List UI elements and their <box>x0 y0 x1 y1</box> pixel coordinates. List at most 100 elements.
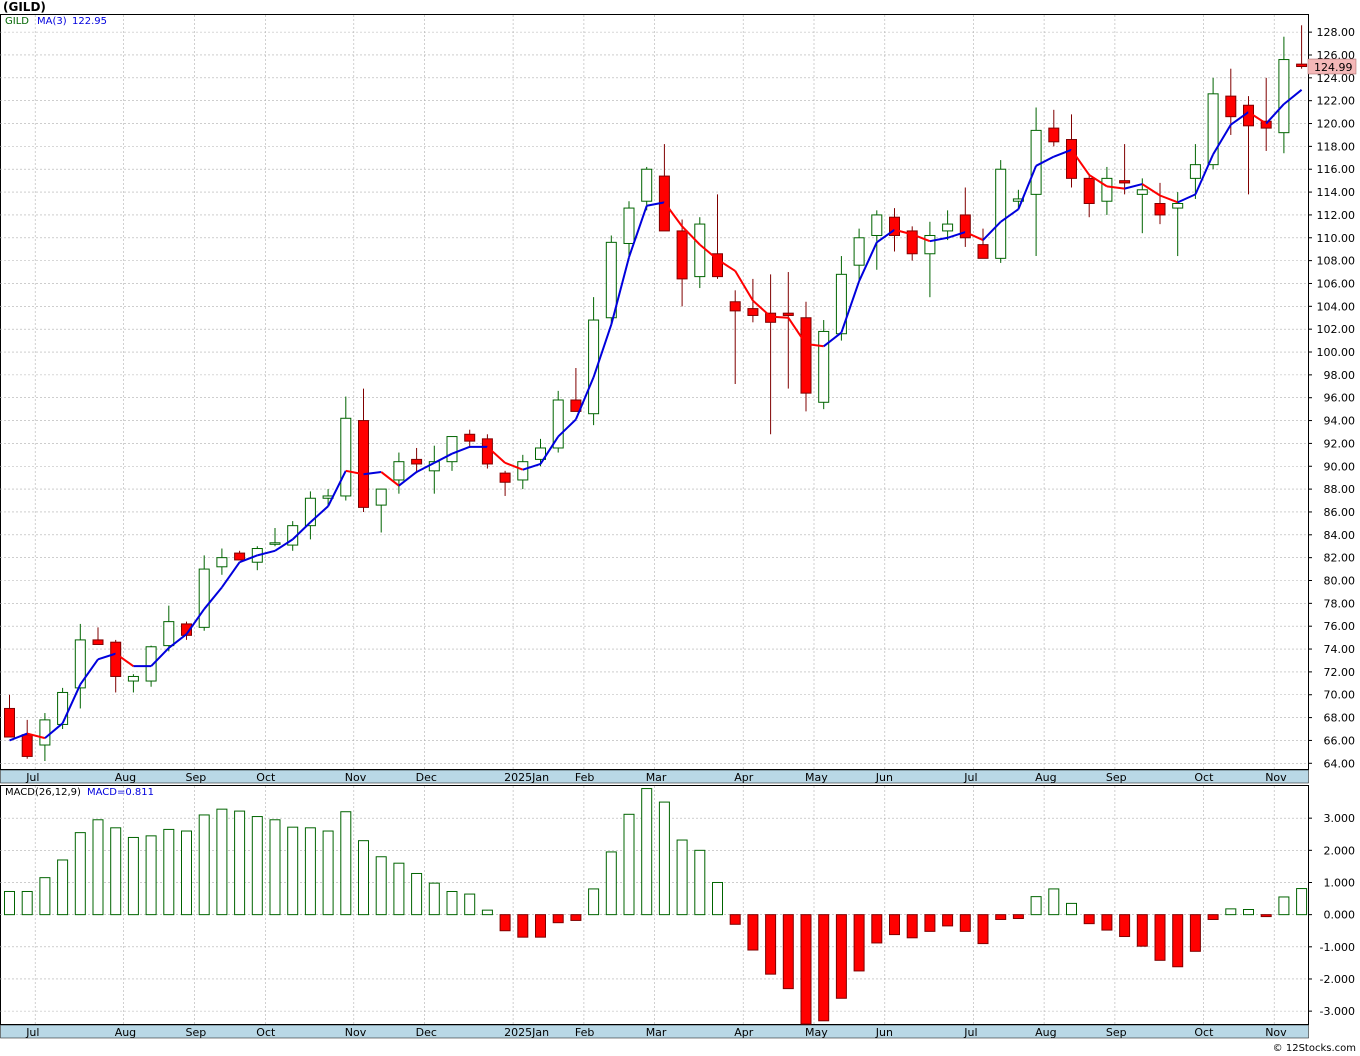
ma-segment <box>663 201 683 227</box>
candle-body <box>959 214 971 239</box>
candle-body <box>853 237 865 266</box>
macd-bar <box>1119 914 1131 938</box>
macd-bar <box>712 881 723 916</box>
ma-segment <box>203 586 223 610</box>
macd-bar <box>570 914 582 921</box>
ma-segment <box>79 658 99 686</box>
candle-body <box>198 568 210 628</box>
macd-tick-label: 3.000 <box>1324 812 1356 825</box>
month-label: May <box>805 1026 828 1039</box>
price-tick-label: 116.00 <box>1317 163 1356 176</box>
macd-bar <box>181 830 192 916</box>
month-label: Sep <box>1106 1026 1127 1039</box>
ma-segment <box>504 461 524 471</box>
macd-bar <box>145 835 157 916</box>
ma-segment <box>840 280 861 333</box>
ma-segment <box>239 554 258 564</box>
ma-segment <box>522 463 541 471</box>
price-tick-label: 120.00 <box>1317 118 1356 131</box>
macd-bar <box>977 914 989 945</box>
macd-bar <box>287 826 299 916</box>
price-tick-label: 114.00 <box>1317 186 1356 199</box>
macd-bar <box>304 827 316 916</box>
month-label: Feb <box>575 1026 594 1039</box>
price-tick-label: 122.00 <box>1317 95 1356 108</box>
price-tick-label: 112.00 <box>1317 209 1356 222</box>
candle-body <box>729 301 741 312</box>
candle-body <box>924 234 936 255</box>
candle-body <box>163 621 175 647</box>
candle-body <box>21 734 33 757</box>
price-tick-label: 100.00 <box>1317 346 1356 359</box>
price-tick-label: 84.00 <box>1324 529 1356 542</box>
candle-body <box>1189 164 1201 179</box>
ma-line <box>9 89 1303 742</box>
macd-bar <box>906 914 918 939</box>
macd-bar <box>782 914 794 990</box>
price-tick-label: 118.00 <box>1317 140 1356 153</box>
ma-segment <box>257 549 276 557</box>
macd-bar <box>871 914 883 944</box>
ma-segment <box>699 243 719 261</box>
candle-body <box>481 438 493 465</box>
price-tick-label: 78.00 <box>1324 597 1356 610</box>
macd-bar <box>92 819 104 916</box>
candle-body <box>712 253 723 278</box>
ma-segment <box>539 436 560 465</box>
price-tick-label: 86.00 <box>1324 506 1356 519</box>
macd-bar <box>818 914 830 1022</box>
ma-segment <box>858 241 878 282</box>
month-label: Apr <box>734 771 754 784</box>
candle-body <box>1225 95 1237 118</box>
macd-bar <box>340 811 352 916</box>
macd-bar <box>676 839 688 916</box>
macd-bar <box>1207 914 1219 920</box>
macd-bar <box>21 890 33 916</box>
price-tick-label: 70.00 <box>1324 689 1356 702</box>
price-tick-label: 88.00 <box>1324 483 1356 496</box>
macd-bar <box>1101 914 1113 931</box>
ma-segment <box>646 201 665 207</box>
macd-tick-label: 0.000 <box>1324 909 1356 922</box>
price-tick-label: 102.00 <box>1317 323 1356 336</box>
candle-body <box>1066 139 1077 179</box>
candle-body <box>110 641 122 677</box>
candle-body <box>340 417 352 497</box>
ma-segment <box>716 258 736 272</box>
macd-tick-label: 1.000 <box>1324 876 1356 889</box>
ma-segment <box>1106 185 1125 190</box>
macd-bar <box>358 840 369 916</box>
macd-bar <box>1154 914 1166 961</box>
candle-body <box>641 168 653 202</box>
month-label: Oct <box>1194 771 1214 784</box>
macd-bar <box>1136 914 1148 947</box>
macd-bar <box>800 914 812 1025</box>
price-tick-label: 74.00 <box>1324 643 1356 656</box>
candle-body <box>57 691 69 725</box>
candle-body <box>995 168 1007 259</box>
candle-body <box>127 675 139 682</box>
ma-segment <box>345 469 364 476</box>
ma-segment <box>823 331 843 348</box>
macd-bar <box>57 859 69 916</box>
candle-body <box>234 552 246 561</box>
macd-bar <box>1172 914 1184 968</box>
candle-body <box>1136 189 1148 195</box>
ma-segment <box>1017 165 1038 210</box>
macd-histogram <box>4 788 1308 1025</box>
month-label: Aug <box>1035 1026 1056 1039</box>
price-month-axis: Jul Aug Sep Oct Nov Dec 2025Jan Feb Mar Apr May Jun… <box>25 771 1287 784</box>
month-label: Nov <box>1265 771 1287 784</box>
ma-segment <box>592 324 613 378</box>
macd-bar <box>127 836 139 916</box>
ma-segment <box>1124 183 1143 190</box>
ma-segment <box>1212 124 1232 155</box>
ma-segment <box>752 299 772 318</box>
price-month-strip <box>0 769 1309 784</box>
ma-segment <box>1247 111 1267 125</box>
price-legend-symbol: GILD <box>5 16 29 27</box>
ma-segment <box>292 521 312 541</box>
candle-body <box>782 312 794 316</box>
candle-body <box>818 330 830 403</box>
